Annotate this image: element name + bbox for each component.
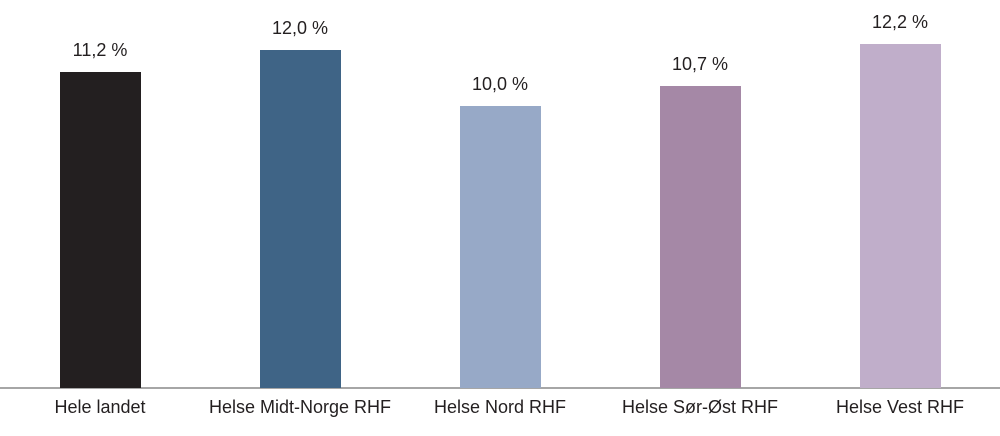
category-label: Hele landet [54,397,146,417]
category-label: Helse Nord RHF [433,397,567,417]
value-label: 10,7 % [671,54,729,74]
bar [659,86,741,388]
bar [59,72,141,388]
value-label: 11,2 % [72,40,128,60]
category-label: Helse Vest RHF [835,397,965,417]
value-label: 12,2 % [871,12,929,32]
category-label: Helse Midt-Norge RHF [208,397,392,417]
value-label: 12,0 % [271,18,329,38]
bar [259,50,341,388]
category-label: Helse Sør-Øst RHF [621,397,778,417]
x-axis-line [0,387,1000,389]
bar [859,44,941,388]
value-label: 10,0 % [471,74,529,94]
bar [459,106,541,388]
